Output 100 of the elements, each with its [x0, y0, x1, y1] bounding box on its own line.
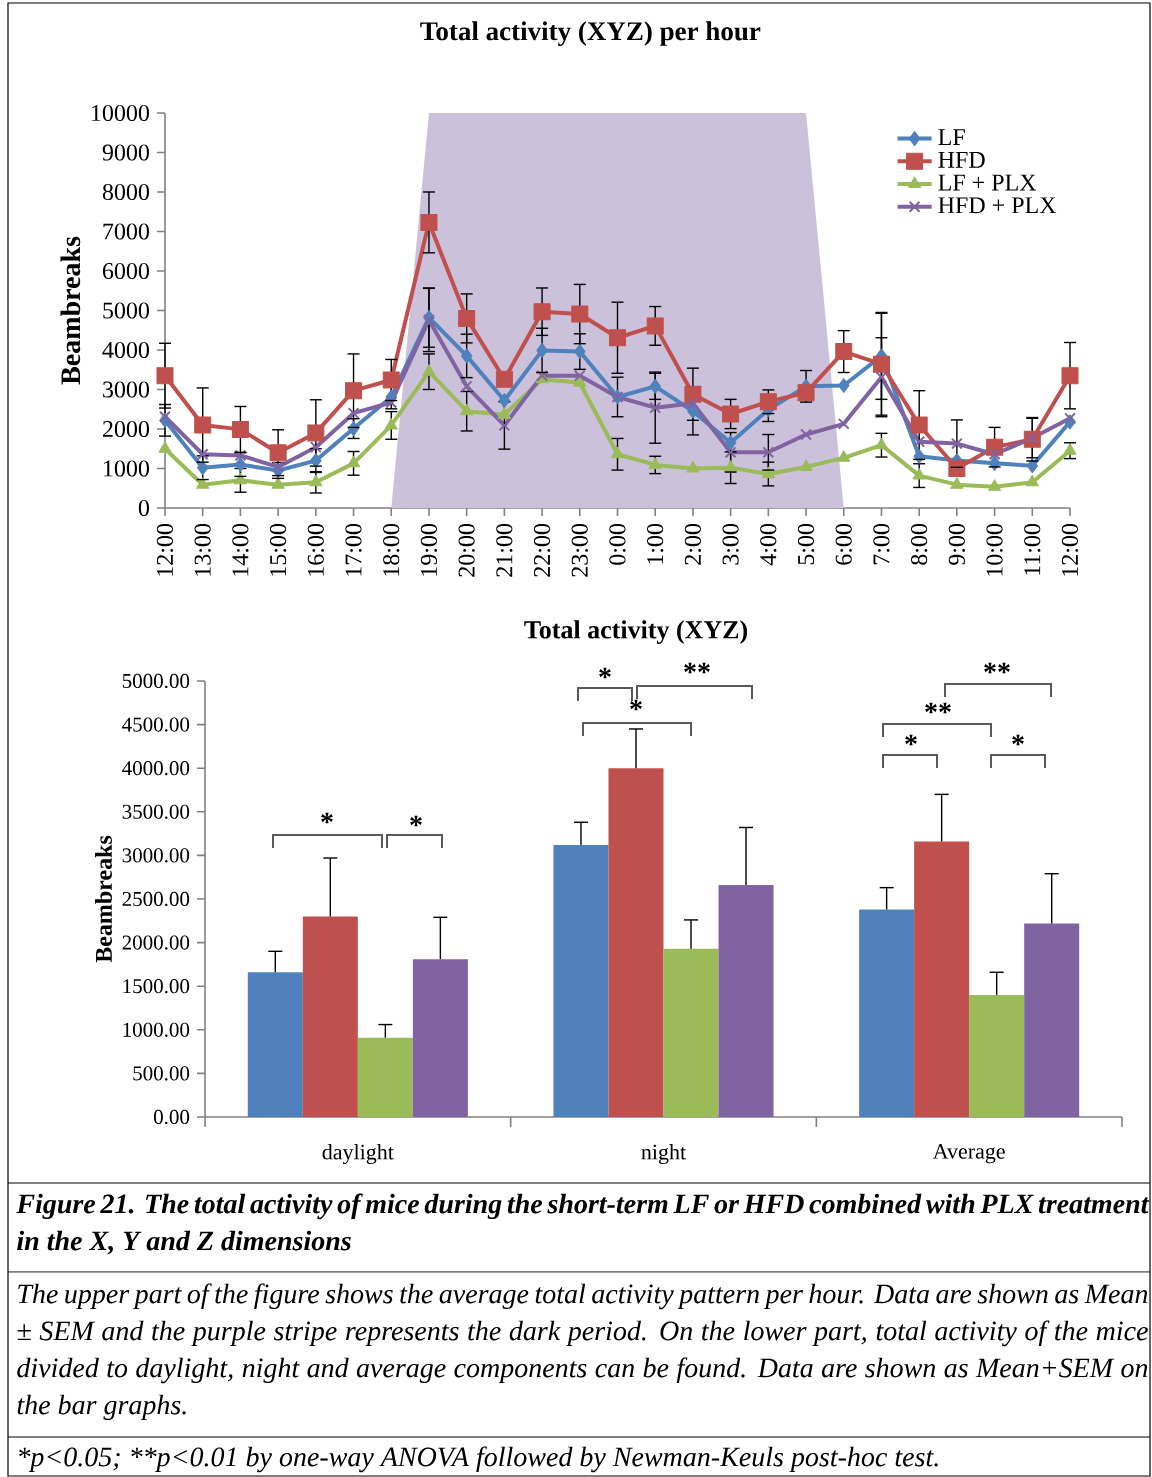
y-tick-label: 5000.00	[122, 673, 190, 689]
text: **	[984, 662, 1010, 674]
point	[159, 410, 171, 423]
bar	[663, 948, 719, 1117]
legend-label: LF + PLX	[938, 174, 1037, 191]
point	[571, 305, 589, 323]
point	[722, 405, 740, 423]
point	[913, 448, 925, 464]
x-tick-label: Average	[932, 1144, 1005, 1164]
point	[345, 382, 363, 400]
point	[948, 459, 966, 477]
y-tick-label: 3500.00	[122, 804, 190, 819]
point	[1064, 412, 1076, 425]
point	[307, 424, 325, 442]
point	[231, 420, 249, 438]
point	[420, 213, 438, 231]
x-tick-label: 13:00	[194, 523, 211, 576]
point	[423, 314, 435, 326]
x-tick-label: night	[641, 1144, 686, 1165]
point	[835, 343, 853, 361]
y-tick-label: 1000.00	[123, 1022, 190, 1037]
x-tick-label: 9:00	[948, 523, 966, 565]
x-tick-label: 12:00	[156, 523, 174, 576]
point	[837, 417, 850, 430]
point	[799, 459, 813, 471]
x-tick-label: 5:00	[797, 523, 815, 565]
point	[837, 450, 851, 462]
y-tick-label: 4000.00	[122, 761, 190, 776]
y-tick-label: 8000	[102, 183, 150, 201]
point	[610, 446, 625, 459]
point	[196, 448, 209, 461]
point	[1063, 443, 1077, 455]
point	[194, 416, 212, 434]
point	[646, 317, 664, 335]
point	[988, 448, 1001, 461]
x-tick-label: 12:00	[1061, 523, 1079, 576]
x-tick-label: 2:00	[684, 523, 702, 565]
point	[724, 446, 737, 459]
point	[874, 437, 889, 450]
point	[800, 428, 812, 441]
annotation: *	[905, 734, 917, 746]
point	[724, 460, 738, 472]
point	[269, 444, 287, 462]
point	[498, 393, 511, 409]
y-axis-title: Beambreaks	[60, 236, 81, 385]
x-tick-label: 22:00	[533, 523, 551, 577]
point	[950, 477, 964, 489]
text: *	[599, 667, 611, 679]
bar	[357, 1037, 413, 1117]
point	[609, 329, 626, 347]
x-tick-label: 10:00	[986, 523, 1003, 576]
y-tick-label: 10000	[92, 104, 149, 122]
annotation: *	[1012, 734, 1024, 746]
point	[309, 441, 322, 454]
x-tick-label: 8:00	[911, 523, 928, 565]
legend-label: HFD	[938, 151, 985, 168]
point	[687, 403, 699, 419]
annotation: *	[410, 815, 422, 827]
y-tick-label: 1500.00	[123, 979, 190, 994]
point	[196, 460, 209, 476]
point	[272, 460, 285, 473]
text: **	[684, 662, 710, 674]
annotation: **	[925, 702, 951, 714]
x-tick-label: 17:00	[345, 523, 362, 576]
point	[1026, 458, 1039, 474]
bar	[608, 768, 664, 1117]
point	[460, 380, 473, 393]
point	[234, 457, 247, 473]
y-tick-label: 3000.00	[122, 848, 190, 863]
y-tick-label: 4000	[102, 341, 150, 359]
chart-title: Total activity (XYZ) per hour	[420, 21, 761, 46]
y-tick-label: 0.00	[153, 1109, 190, 1125]
y-axis-title: Beambreaks	[95, 835, 112, 963]
text: The upper part of the figure shows the average total activity pattern per hour. Data are shown as Mean ± SEM and the purple stripe represents the dark period. On the lower part, total activity of the mice divided to daylight, night and average components can be found. Data are shown as Mean+SEM on the bar graphs.	[17, 1283, 1148, 1421]
point	[724, 435, 737, 451]
point	[649, 378, 661, 394]
point	[762, 446, 775, 459]
legend-label: HFD + PLX	[938, 197, 1057, 214]
x-tick-label: 0:00	[609, 523, 626, 565]
point	[196, 477, 210, 489]
point	[385, 396, 398, 409]
point	[460, 403, 474, 416]
point	[271, 477, 285, 489]
x-tick-label: 4:00	[760, 523, 777, 566]
y-tick-label: 0	[138, 499, 150, 517]
bar	[553, 844, 609, 1117]
point	[573, 375, 587, 387]
chart-title: Total activity (XYZ)	[524, 620, 748, 644]
x-tick-label: 16:00	[307, 523, 324, 576]
point	[912, 468, 926, 480]
point	[422, 364, 436, 376]
annotation: *	[321, 812, 333, 824]
x-tick-label: 7:00	[873, 523, 890, 565]
point	[234, 449, 247, 462]
legend-label: LF	[938, 129, 965, 145]
y-tick-label: 5000	[103, 302, 150, 319]
point	[233, 472, 247, 485]
bar	[302, 916, 358, 1117]
point	[872, 355, 890, 373]
y-tick-label: 2000.00	[122, 935, 190, 950]
